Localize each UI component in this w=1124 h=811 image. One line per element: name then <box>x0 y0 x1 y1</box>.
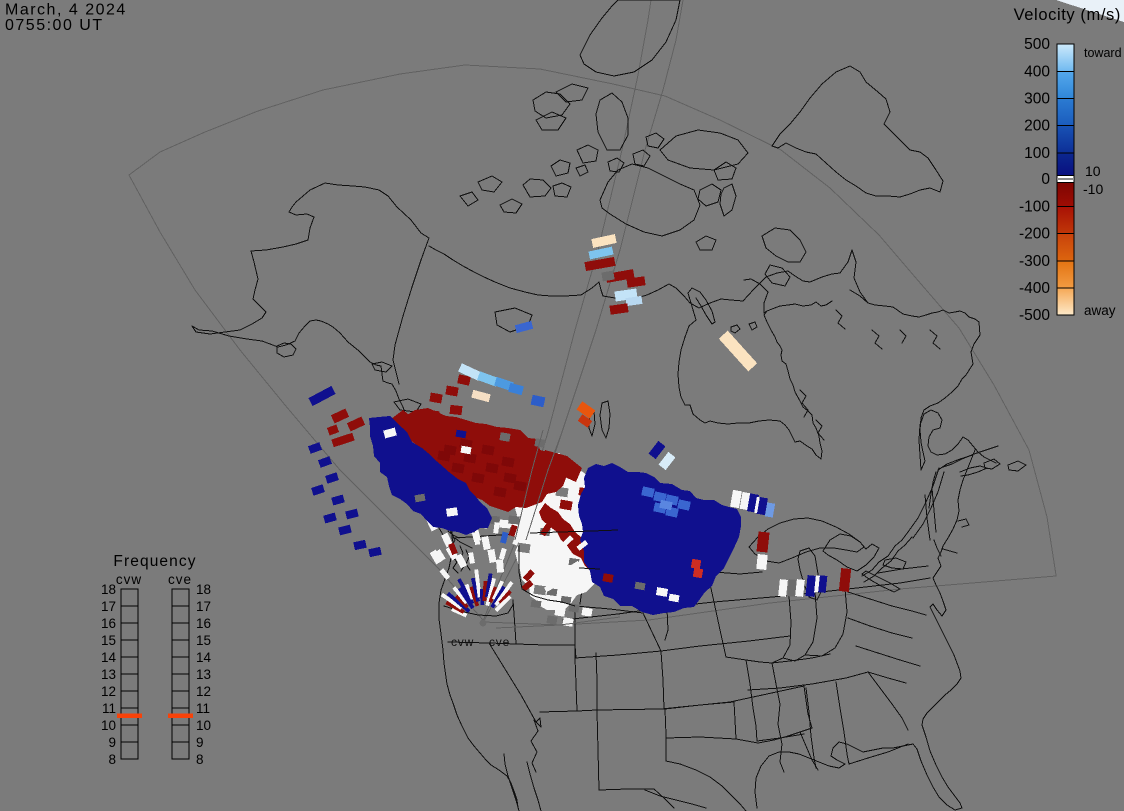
svg-text:away: away <box>1084 303 1116 318</box>
svg-text:300: 300 <box>1024 91 1050 108</box>
svg-text:15: 15 <box>101 633 116 648</box>
svg-text:12: 12 <box>101 684 116 699</box>
svg-text:-200: -200 <box>1019 226 1050 243</box>
svg-text:18: 18 <box>196 582 211 597</box>
svg-text:10: 10 <box>101 718 116 733</box>
svg-text:13: 13 <box>196 667 211 682</box>
svg-text:-400: -400 <box>1019 280 1050 297</box>
svg-text:cvw: cvw <box>116 572 142 587</box>
svg-text:200: 200 <box>1024 118 1050 135</box>
svg-text:11: 11 <box>196 701 210 716</box>
svg-text:14: 14 <box>101 650 117 665</box>
svg-text:17: 17 <box>196 599 211 614</box>
svg-text:toward: toward <box>1084 46 1122 60</box>
svg-text:17: 17 <box>101 599 116 614</box>
svg-text:-100: -100 <box>1019 199 1050 216</box>
svg-text:15: 15 <box>196 633 211 648</box>
svg-text:Frequency: Frequency <box>113 553 196 570</box>
svg-text:10: 10 <box>196 718 211 733</box>
svg-text:16: 16 <box>101 616 116 631</box>
svg-text:Velocity (m/s): Velocity (m/s) <box>1014 6 1121 24</box>
svg-text:13: 13 <box>101 667 116 682</box>
svg-text:100: 100 <box>1024 145 1050 162</box>
svg-text:8: 8 <box>196 752 204 767</box>
svg-text:11: 11 <box>102 701 116 716</box>
svg-text:400: 400 <box>1024 64 1050 81</box>
svg-text:0755:00 UT: 0755:00 UT <box>5 17 104 34</box>
svg-text:500: 500 <box>1024 36 1050 53</box>
svg-text:-300: -300 <box>1019 253 1050 270</box>
svg-text:cvw: cvw <box>451 635 474 649</box>
svg-text:12: 12 <box>196 684 211 699</box>
svg-text:March, 4 2024: March, 4 2024 <box>5 2 127 19</box>
svg-text:8: 8 <box>108 752 116 767</box>
svg-text:9: 9 <box>108 735 116 750</box>
svg-text:14: 14 <box>196 650 212 665</box>
svg-text:9: 9 <box>196 735 204 750</box>
svg-text:-500: -500 <box>1019 307 1050 324</box>
svg-text:cve: cve <box>168 572 192 587</box>
svg-text:-10: -10 <box>1083 181 1103 197</box>
svg-text:10: 10 <box>1085 163 1101 179</box>
svg-text:16: 16 <box>196 616 211 631</box>
svg-text:cve: cve <box>489 635 510 649</box>
svg-text:0: 0 <box>1041 171 1050 188</box>
svg-text:18: 18 <box>101 582 116 597</box>
